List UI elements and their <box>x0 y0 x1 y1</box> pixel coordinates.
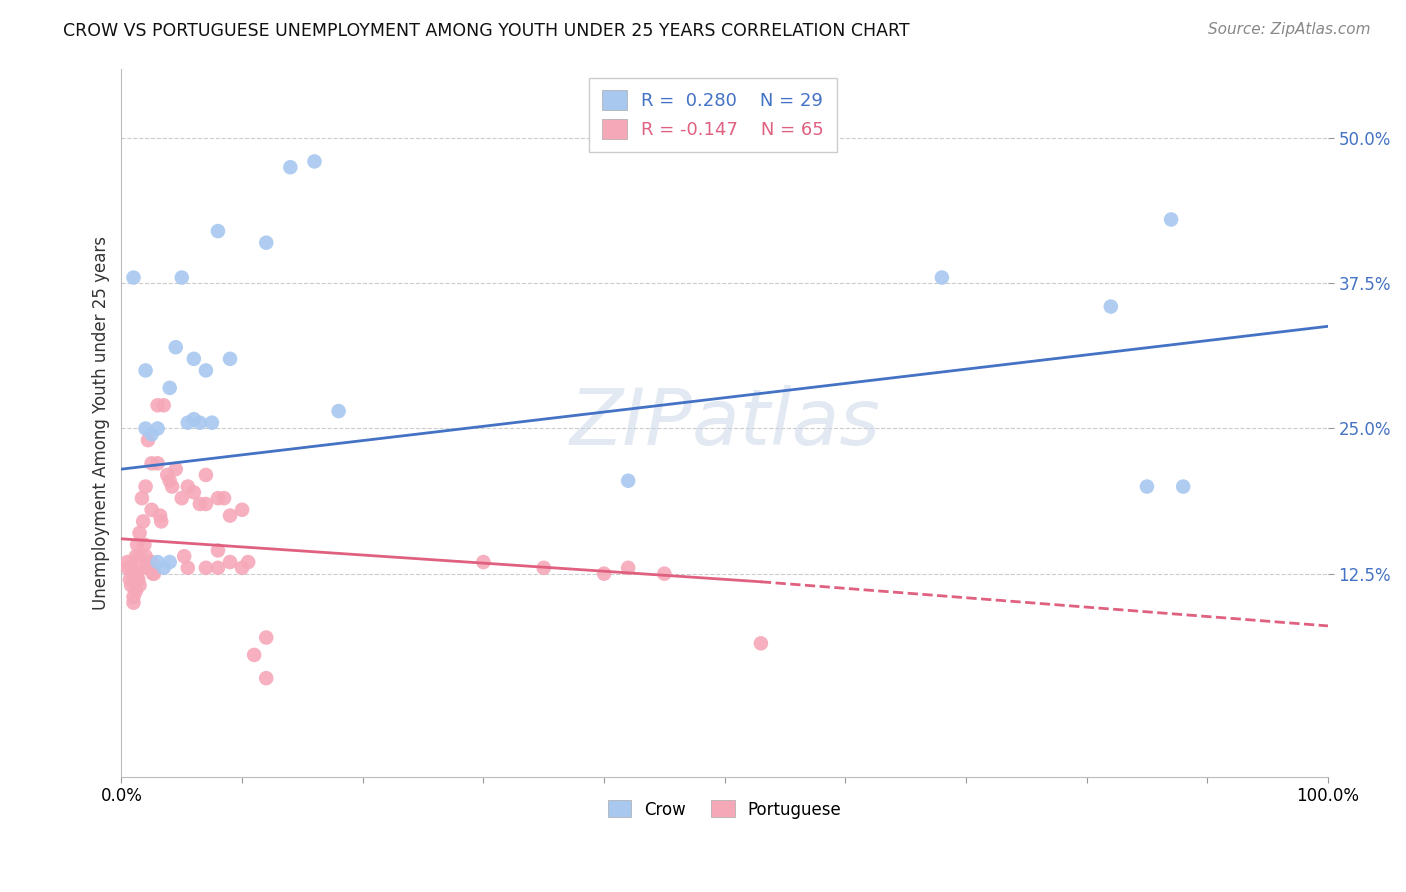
Point <box>219 555 242 569</box>
Point <box>617 561 640 575</box>
Point <box>141 503 163 517</box>
Point <box>156 467 179 482</box>
Point <box>1173 479 1195 493</box>
Point <box>201 416 224 430</box>
Point <box>183 351 205 366</box>
Point <box>207 491 229 505</box>
Text: CROW VS PORTUGUESE UNEMPLOYMENT AMONG YOUTH UNDER 25 YEARS CORRELATION CHART: CROW VS PORTUGUESE UNEMPLOYMENT AMONG YO… <box>63 22 910 40</box>
Point <box>127 538 149 552</box>
Point <box>304 154 326 169</box>
Point <box>188 416 211 430</box>
Point <box>165 462 187 476</box>
Point <box>146 421 169 435</box>
Point <box>194 363 217 377</box>
Point <box>231 561 253 575</box>
Point <box>135 561 157 575</box>
Point <box>1136 479 1159 493</box>
Point <box>135 549 157 564</box>
Point <box>177 416 200 430</box>
Point <box>146 398 169 412</box>
Point <box>141 555 163 569</box>
Point <box>1160 212 1182 227</box>
Legend: Crow, Portuguese: Crow, Portuguese <box>602 794 848 825</box>
Point <box>183 485 205 500</box>
Point <box>254 235 277 250</box>
Point <box>472 555 495 569</box>
Point <box>131 491 153 505</box>
Point <box>127 566 149 581</box>
Point <box>159 474 181 488</box>
Point <box>654 566 676 581</box>
Point <box>117 561 139 575</box>
Point <box>120 561 142 575</box>
Point <box>593 566 616 581</box>
Point <box>194 467 217 482</box>
Point <box>135 363 157 377</box>
Point <box>194 561 217 575</box>
Point <box>150 515 173 529</box>
Point <box>146 456 169 470</box>
Point <box>231 503 253 517</box>
Point <box>183 412 205 426</box>
Point <box>159 381 181 395</box>
Point <box>141 456 163 470</box>
Point <box>194 497 217 511</box>
Point <box>135 421 157 435</box>
Point <box>173 549 195 564</box>
Point <box>128 526 150 541</box>
Point <box>118 573 141 587</box>
Point <box>152 398 174 412</box>
Point <box>121 566 143 581</box>
Point <box>177 561 200 575</box>
Point <box>136 433 159 447</box>
Text: Source: ZipAtlas.com: Source: ZipAtlas.com <box>1208 22 1371 37</box>
Text: ZIPatlas: ZIPatlas <box>569 384 880 460</box>
Point <box>132 515 155 529</box>
Point <box>617 474 640 488</box>
Point <box>159 555 181 569</box>
Point <box>177 479 200 493</box>
Point <box>143 566 166 581</box>
Point <box>207 561 229 575</box>
Point <box>127 573 149 587</box>
Point <box>219 508 242 523</box>
Point <box>146 555 169 569</box>
Point <box>207 543 229 558</box>
Point <box>280 160 302 174</box>
Point <box>219 351 242 366</box>
Point <box>142 566 165 581</box>
Point <box>125 584 148 599</box>
Point <box>188 497 211 511</box>
Point <box>134 538 156 552</box>
Point <box>254 631 277 645</box>
Point <box>533 561 555 575</box>
Point <box>120 578 142 592</box>
Point <box>170 491 193 505</box>
Point <box>749 636 772 650</box>
Point <box>125 549 148 564</box>
Point <box>1099 300 1122 314</box>
Point <box>122 596 145 610</box>
Point <box>128 549 150 564</box>
Point <box>122 270 145 285</box>
Point <box>212 491 235 505</box>
Point <box>328 404 350 418</box>
Point <box>931 270 953 285</box>
Point <box>141 427 163 442</box>
Point <box>243 648 266 662</box>
Point <box>170 270 193 285</box>
Point <box>128 578 150 592</box>
Y-axis label: Unemployment Among Youth under 25 years: Unemployment Among Youth under 25 years <box>93 235 110 610</box>
Point <box>152 561 174 575</box>
Point <box>135 479 157 493</box>
Point <box>165 340 187 354</box>
Point <box>117 555 139 569</box>
Point <box>129 561 152 575</box>
Point <box>236 555 259 569</box>
Point <box>160 479 183 493</box>
Point <box>207 224 229 238</box>
Point <box>122 590 145 604</box>
Point <box>149 508 172 523</box>
Point <box>254 671 277 685</box>
